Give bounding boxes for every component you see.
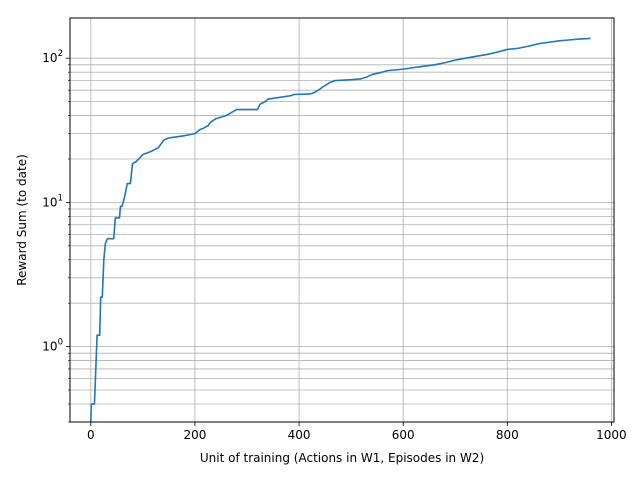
y-tick-label-base: 10 <box>42 51 57 65</box>
x-tick-label: 1000 <box>596 428 627 442</box>
x-tick-label: 200 <box>183 428 206 442</box>
plot-frame <box>69 17 615 423</box>
grid-layer <box>70 18 614 423</box>
x-axis-label: Unit of training (Actions in W1, Episode… <box>200 451 484 465</box>
series-line <box>90 37 591 423</box>
series-layer <box>90 37 591 423</box>
y-tick-label: 102 <box>42 49 63 65</box>
x-tick-label: 0 <box>87 428 95 442</box>
x-tick-label: 600 <box>392 428 415 442</box>
y-tick-label: 101 <box>42 193 63 209</box>
y-tick-label-base: 10 <box>42 195 57 209</box>
x-tick-label: 400 <box>288 428 311 442</box>
y-tick-label-exponent: 2 <box>58 49 63 59</box>
y-tick-label: 100 <box>42 338 63 354</box>
x-tick-label: 800 <box>496 428 519 442</box>
y-tick-label-base: 10 <box>42 340 57 354</box>
y-axis-label: Reward Sum (to date) <box>15 154 29 286</box>
y-tick-label-exponent: 1 <box>58 193 63 203</box>
y-tick-label-exponent: 0 <box>58 338 63 348</box>
